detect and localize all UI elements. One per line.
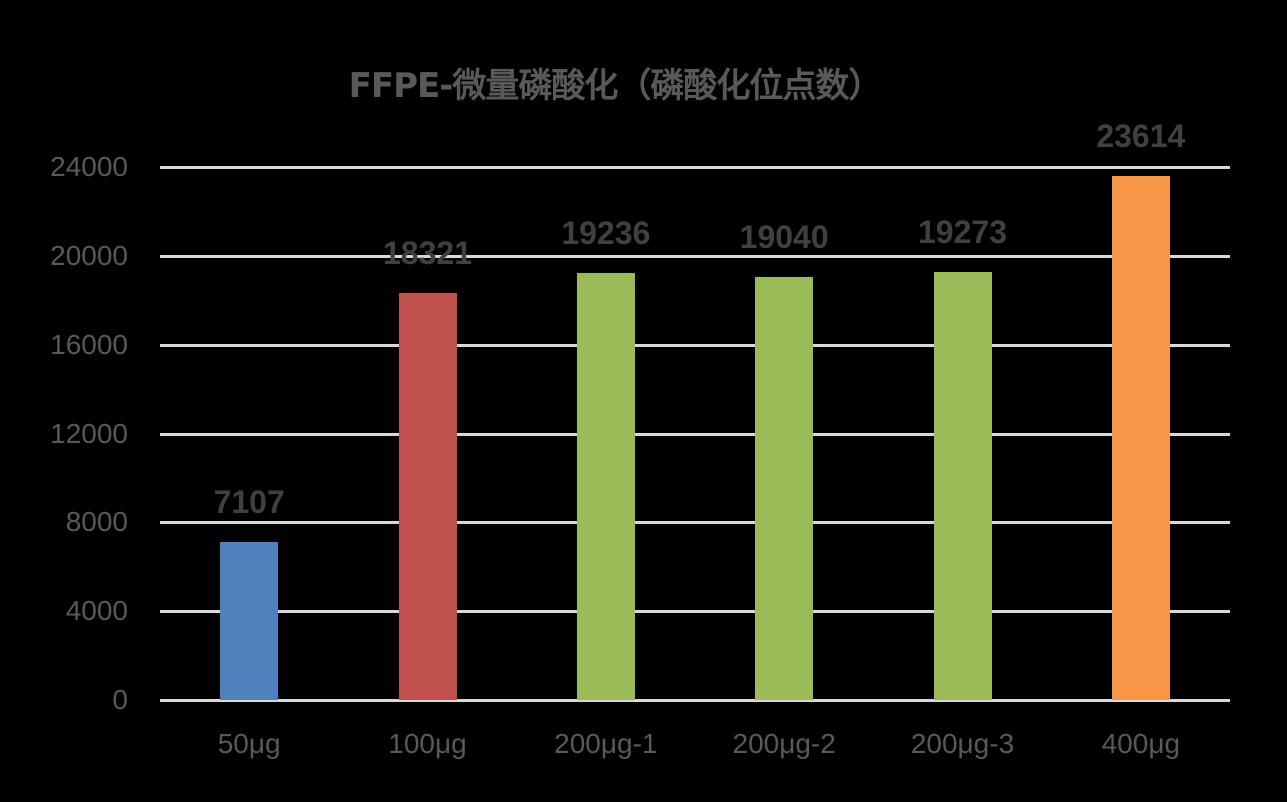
- y-tick-label: 20000: [50, 239, 128, 271]
- y-tick-label: 16000: [50, 328, 128, 360]
- y-tick-label: 0: [112, 684, 128, 715]
- bar: [398, 293, 457, 700]
- gridline: [160, 699, 1230, 702]
- bar: [220, 542, 279, 700]
- bar: [933, 271, 992, 700]
- gridline: [160, 432, 1230, 436]
- data-label: 7107: [213, 484, 285, 521]
- y-tick-label: 8000: [65, 506, 128, 538]
- gridline: [160, 521, 1230, 525]
- data-label: 19273: [918, 213, 1007, 250]
- bar: [755, 277, 814, 700]
- data-label: 18321: [383, 235, 472, 272]
- plot-area: 7107 18321 19236 19040 19273 23614: [160, 118, 1230, 702]
- bar: [576, 272, 635, 700]
- x-tick-label: 100μg: [388, 728, 467, 759]
- data-label: 19040: [739, 219, 829, 256]
- y-tick-label: 4000: [65, 595, 128, 627]
- gridline: [160, 610, 1230, 614]
- x-tick-label: 200μg-1: [554, 728, 658, 759]
- gridline: [160, 343, 1230, 347]
- x-tick-label: 200μg-3: [910, 728, 1015, 759]
- gridline: [160, 254, 1230, 258]
- gridline: [160, 166, 1230, 169]
- x-tick-label: 50μg: [217, 728, 281, 759]
- y-tick-label: 24000: [50, 151, 128, 182]
- data-label: 23614: [1096, 117, 1186, 154]
- data-label: 19236: [561, 214, 651, 251]
- x-tick-label: 400μg: [1101, 728, 1181, 759]
- y-tick-label: 12000: [50, 417, 128, 449]
- x-tick-label: 200μg-2: [732, 728, 836, 759]
- bar: [1111, 175, 1170, 700]
- chart-title: FFPE-微量磷酸化（磷酸化位点数）: [348, 66, 883, 106]
